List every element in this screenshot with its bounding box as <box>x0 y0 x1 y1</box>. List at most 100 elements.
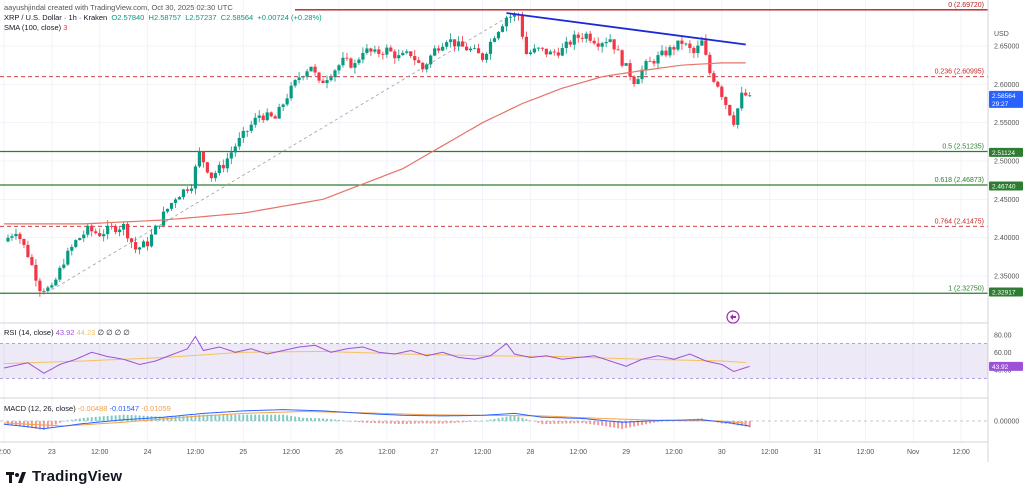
candle-body <box>584 33 588 39</box>
fib-level-label: 0.764 (2.41475) <box>935 218 984 225</box>
macd-histogram-bar <box>649 421 652 424</box>
candle-body <box>720 86 724 97</box>
candle-body <box>712 73 716 82</box>
macd-histogram-bar <box>465 421 468 423</box>
price-axis-ticks: 2.65000 2.60000 2.55000 2.50000 2.45000 2.400… <box>994 44 1019 281</box>
candle-body <box>38 280 42 291</box>
candle-body <box>644 61 648 70</box>
candle-body <box>265 112 269 121</box>
macd-histogram-bar <box>625 421 628 429</box>
candle-body <box>544 48 548 55</box>
candle-body <box>110 225 114 227</box>
macd-histogram-bar <box>389 421 392 424</box>
macd-histogram-bar <box>457 421 460 423</box>
macd-histogram-bar <box>333 419 336 421</box>
candle-body <box>592 40 596 44</box>
macd-histogram-bar <box>254 414 257 421</box>
candle-body <box>173 199 178 204</box>
candle-body <box>520 15 525 37</box>
rsi-legend[interactable]: RSI (14, close) 43.92 44.23 ∅ ∅ ∅ ∅ <box>4 328 130 337</box>
sma-legend[interactable]: SMA (100, close) 3 <box>4 23 67 32</box>
rsi-tick-label: 80.00 <box>994 332 1012 339</box>
candle-body <box>42 290 46 292</box>
candle-body <box>457 41 461 47</box>
current-price-pill-text: 2.58564 <box>992 93 1016 100</box>
ohlc-open: O2.57840 <box>111 13 145 22</box>
descending-trendline[interactable] <box>506 12 746 46</box>
macd-histogram-bar <box>732 421 735 425</box>
macd-histogram-bar <box>621 421 624 429</box>
macd-histogram-bar <box>114 415 117 421</box>
macd-histogram-bar <box>609 421 612 428</box>
candle-body <box>181 189 186 198</box>
macd-histogram-bar <box>174 416 177 421</box>
candle-body <box>325 80 329 84</box>
candle-body <box>94 231 98 234</box>
macd-histogram-bar <box>637 421 640 426</box>
macd-histogram-bar <box>106 415 109 421</box>
rsi-signal-line <box>3 350 746 365</box>
candle-body <box>114 226 118 233</box>
macd-histogram-bar <box>130 415 133 421</box>
candle-body <box>237 137 241 147</box>
candle-body <box>624 63 628 66</box>
candle-body <box>145 241 150 247</box>
macd-histogram-bar <box>150 416 153 421</box>
rsi-value-2: 44.23 <box>76 328 96 337</box>
symbol-title: XRP / U.S. Dollar · 1h · Kraken <box>4 13 108 22</box>
level-price-pill-text: 2.46740 <box>992 183 1016 190</box>
macd-histogram-bar <box>641 421 644 425</box>
macd-histogram-bar <box>633 421 636 427</box>
candle-body <box>62 264 66 268</box>
candle-body <box>460 41 465 47</box>
currency-label: USD <box>994 31 1009 38</box>
fib-retracement[interactable]: 0 (2.69720) 0.236 (2.60995) 0.5 (2.51235) 0… <box>0 2 988 294</box>
macd-histogram-bar <box>541 421 544 425</box>
macd-histogram-bar <box>545 421 548 425</box>
fib-level-label: 0 (2.69720) <box>948 2 984 9</box>
macd-histogram-bar <box>601 421 604 426</box>
macd-legend[interactable]: MACD (12, 26, close) -0.00488 -0.01547 -… <box>4 404 171 413</box>
ohlc-change: +0.00724 (+0.28%) <box>257 13 322 22</box>
rsi-band <box>0 343 988 379</box>
ohlc-close: C2.58564 <box>220 13 254 22</box>
symbol-legend[interactable]: XRP / U.S. Dollar · 1h · Kraken O2.57840… <box>4 13 322 22</box>
macd-histogram-bar <box>417 421 420 424</box>
macd-histogram-bar <box>154 416 157 421</box>
macd-histogram-bar <box>445 421 448 424</box>
tradingview-logo[interactable]: TradingView <box>6 468 122 485</box>
candle-body <box>341 57 345 66</box>
brand-name: TradingView <box>32 468 123 485</box>
candle-body <box>118 229 122 233</box>
ohlc-high: H2.58757 <box>148 13 182 22</box>
candle-body <box>106 225 110 235</box>
candle-body <box>496 31 501 39</box>
macd-histogram-bar <box>74 419 77 421</box>
candle-body <box>504 17 509 27</box>
time-tick-label: 12:00 <box>378 449 396 456</box>
fib-level-label: 0.5 (2.51235) <box>942 144 984 151</box>
candle-body <box>229 152 233 159</box>
candle-body <box>552 51 556 53</box>
macd-histogram-bar <box>657 421 659 422</box>
candle-body <box>353 63 357 68</box>
macd-histogram-bar <box>461 421 464 423</box>
candle-body <box>161 211 166 226</box>
candle-body <box>257 115 261 118</box>
macd-histogram-bar <box>90 417 93 421</box>
candle-body <box>269 112 273 117</box>
candle-body <box>209 172 213 179</box>
rsi-value-pill-text: 43.92 <box>992 364 1009 371</box>
candle-body <box>122 223 126 230</box>
macd-histogram-bar <box>645 421 648 425</box>
candle-body <box>301 76 305 78</box>
macd-histogram-bar <box>242 414 245 421</box>
candle-body <box>676 40 680 50</box>
candle-body <box>744 92 748 96</box>
macd-histogram-bar <box>326 418 329 421</box>
replay-icon[interactable] <box>726 310 740 324</box>
sma-value: 3 <box>63 23 68 32</box>
candle-body <box>273 116 277 119</box>
candle-body <box>141 241 146 248</box>
